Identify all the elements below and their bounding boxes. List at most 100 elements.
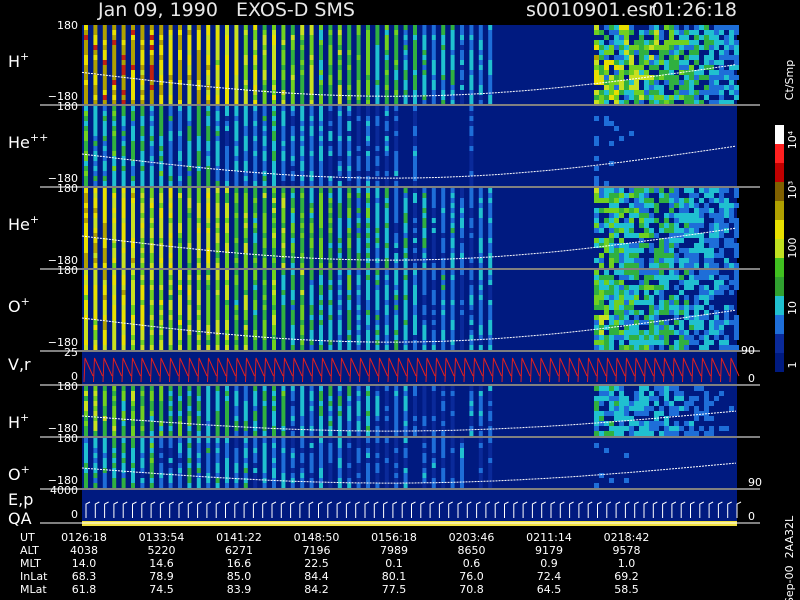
spectrogram-cell xyxy=(178,411,182,416)
spectrogram-cell xyxy=(290,426,295,431)
spectrogram-cell xyxy=(699,335,704,340)
spectrogram-cell xyxy=(689,401,694,406)
spectrogram-cell xyxy=(328,258,333,263)
spectrogram-cell xyxy=(629,285,634,290)
spectrogram-cell xyxy=(619,300,624,305)
spectrogram-cell xyxy=(664,95,669,100)
spectrogram-cell xyxy=(478,30,483,35)
spectrogram-cell xyxy=(729,320,734,325)
spectrogram-cell xyxy=(624,325,629,330)
spectrogram-cell xyxy=(384,116,389,121)
spectrogram-cell xyxy=(604,345,609,350)
spectrogram-cell xyxy=(347,25,352,30)
spectrogram-cell xyxy=(699,275,704,280)
spectrogram-cell xyxy=(356,416,361,421)
spectrogram-cell xyxy=(441,55,446,60)
spectrogram-cell xyxy=(272,40,276,45)
spectrogram-cell xyxy=(178,121,182,126)
spectrogram-cell xyxy=(140,50,145,55)
spectrogram-cell xyxy=(366,208,370,213)
spectrogram-cell xyxy=(131,223,135,228)
colorbar-segment xyxy=(775,258,784,277)
spectrogram-cell xyxy=(366,285,370,290)
spectrogram-cell xyxy=(196,141,201,146)
spectrogram-cell xyxy=(649,315,654,320)
spectrogram-cell xyxy=(375,300,380,305)
spectrogram-cell xyxy=(196,85,201,90)
spectrogram-cell xyxy=(84,85,88,90)
spectrogram-cell xyxy=(262,325,267,330)
spectrogram-cell xyxy=(93,310,98,315)
spectrogram-cell xyxy=(356,411,361,416)
spectrogram-cell xyxy=(679,40,684,45)
spectrogram-cell xyxy=(413,75,417,80)
spectrogram-cell xyxy=(478,416,483,421)
spectrogram-cell xyxy=(413,263,417,268)
spectrogram-cell xyxy=(488,335,493,340)
spectrogram-cell xyxy=(639,203,644,208)
spectrogram-cell xyxy=(234,483,239,488)
spectrogram-cell xyxy=(290,203,295,208)
spectrogram-cell xyxy=(413,325,417,330)
spectrogram-cell xyxy=(669,65,674,70)
spectrogram-cell xyxy=(102,136,107,141)
panel-label: H+ xyxy=(8,411,29,432)
spectrogram-cell xyxy=(140,478,145,483)
spectrogram-cell xyxy=(102,270,107,275)
spectrogram-cell xyxy=(441,223,446,228)
spectrogram-cell xyxy=(634,290,639,295)
spectrogram-cell xyxy=(604,310,609,315)
spectrogram-cell xyxy=(159,55,164,60)
spectrogram-cell xyxy=(102,50,107,55)
spectrogram-cell xyxy=(290,483,295,488)
spectrogram-cell xyxy=(375,290,380,295)
spectrogram-cell xyxy=(422,228,427,233)
spectrogram-cell xyxy=(131,248,135,253)
spectrogram-cell xyxy=(469,218,474,223)
spectrogram-cell xyxy=(594,345,599,350)
spectrogram-cell xyxy=(93,80,98,85)
spectrogram-cell xyxy=(704,315,709,320)
spectrogram-cell xyxy=(328,406,333,411)
spectrogram-cell xyxy=(469,131,474,136)
spectrogram-cell xyxy=(253,438,258,443)
spectrogram-cell xyxy=(394,35,399,40)
spectrogram-cell xyxy=(178,421,182,426)
spectrogram-cell xyxy=(84,300,88,305)
spectrogram-cell xyxy=(225,258,229,263)
spectrogram-cell xyxy=(290,198,295,203)
spectrogram-cell xyxy=(356,171,361,176)
spectrogram-cell xyxy=(300,55,305,60)
footer-value: 0.1 xyxy=(385,557,403,570)
spectrogram-cell xyxy=(319,275,323,280)
spectrogram-cell xyxy=(719,285,724,290)
spectrogram-cell xyxy=(93,438,98,443)
spectrogram-cell xyxy=(149,285,154,290)
spectrogram-cell xyxy=(441,386,446,391)
spectrogram-cell xyxy=(644,203,649,208)
spectrogram-cell xyxy=(112,181,117,186)
spectrogram-cell xyxy=(674,300,679,305)
spectrogram-cell xyxy=(599,95,604,100)
spectrogram-cell xyxy=(734,253,739,258)
spectrogram-cell xyxy=(366,156,370,161)
spectrogram-cell xyxy=(121,208,126,213)
spectrogram-cell xyxy=(659,305,664,310)
spectrogram-cell xyxy=(375,426,380,431)
spectrogram-cell xyxy=(724,275,729,280)
spectrogram-cell xyxy=(674,25,679,30)
spectrogram-cell xyxy=(234,176,239,181)
spectrogram-cell xyxy=(609,396,614,401)
spectrogram-cell xyxy=(168,156,173,161)
spectrogram-cell xyxy=(328,35,333,40)
spectrogram-cell xyxy=(714,335,719,340)
spectrogram-cell xyxy=(649,270,654,275)
footer-row-label: MLat xyxy=(20,583,47,596)
spectrogram-cell xyxy=(187,121,192,126)
spectrogram-cell xyxy=(102,228,107,233)
spectrogram-cell xyxy=(234,65,239,70)
spectrogram-cell xyxy=(187,90,192,95)
spectrogram-cell xyxy=(629,70,634,75)
spectrogram-cell xyxy=(669,431,674,436)
spectrogram-cell xyxy=(149,228,154,233)
